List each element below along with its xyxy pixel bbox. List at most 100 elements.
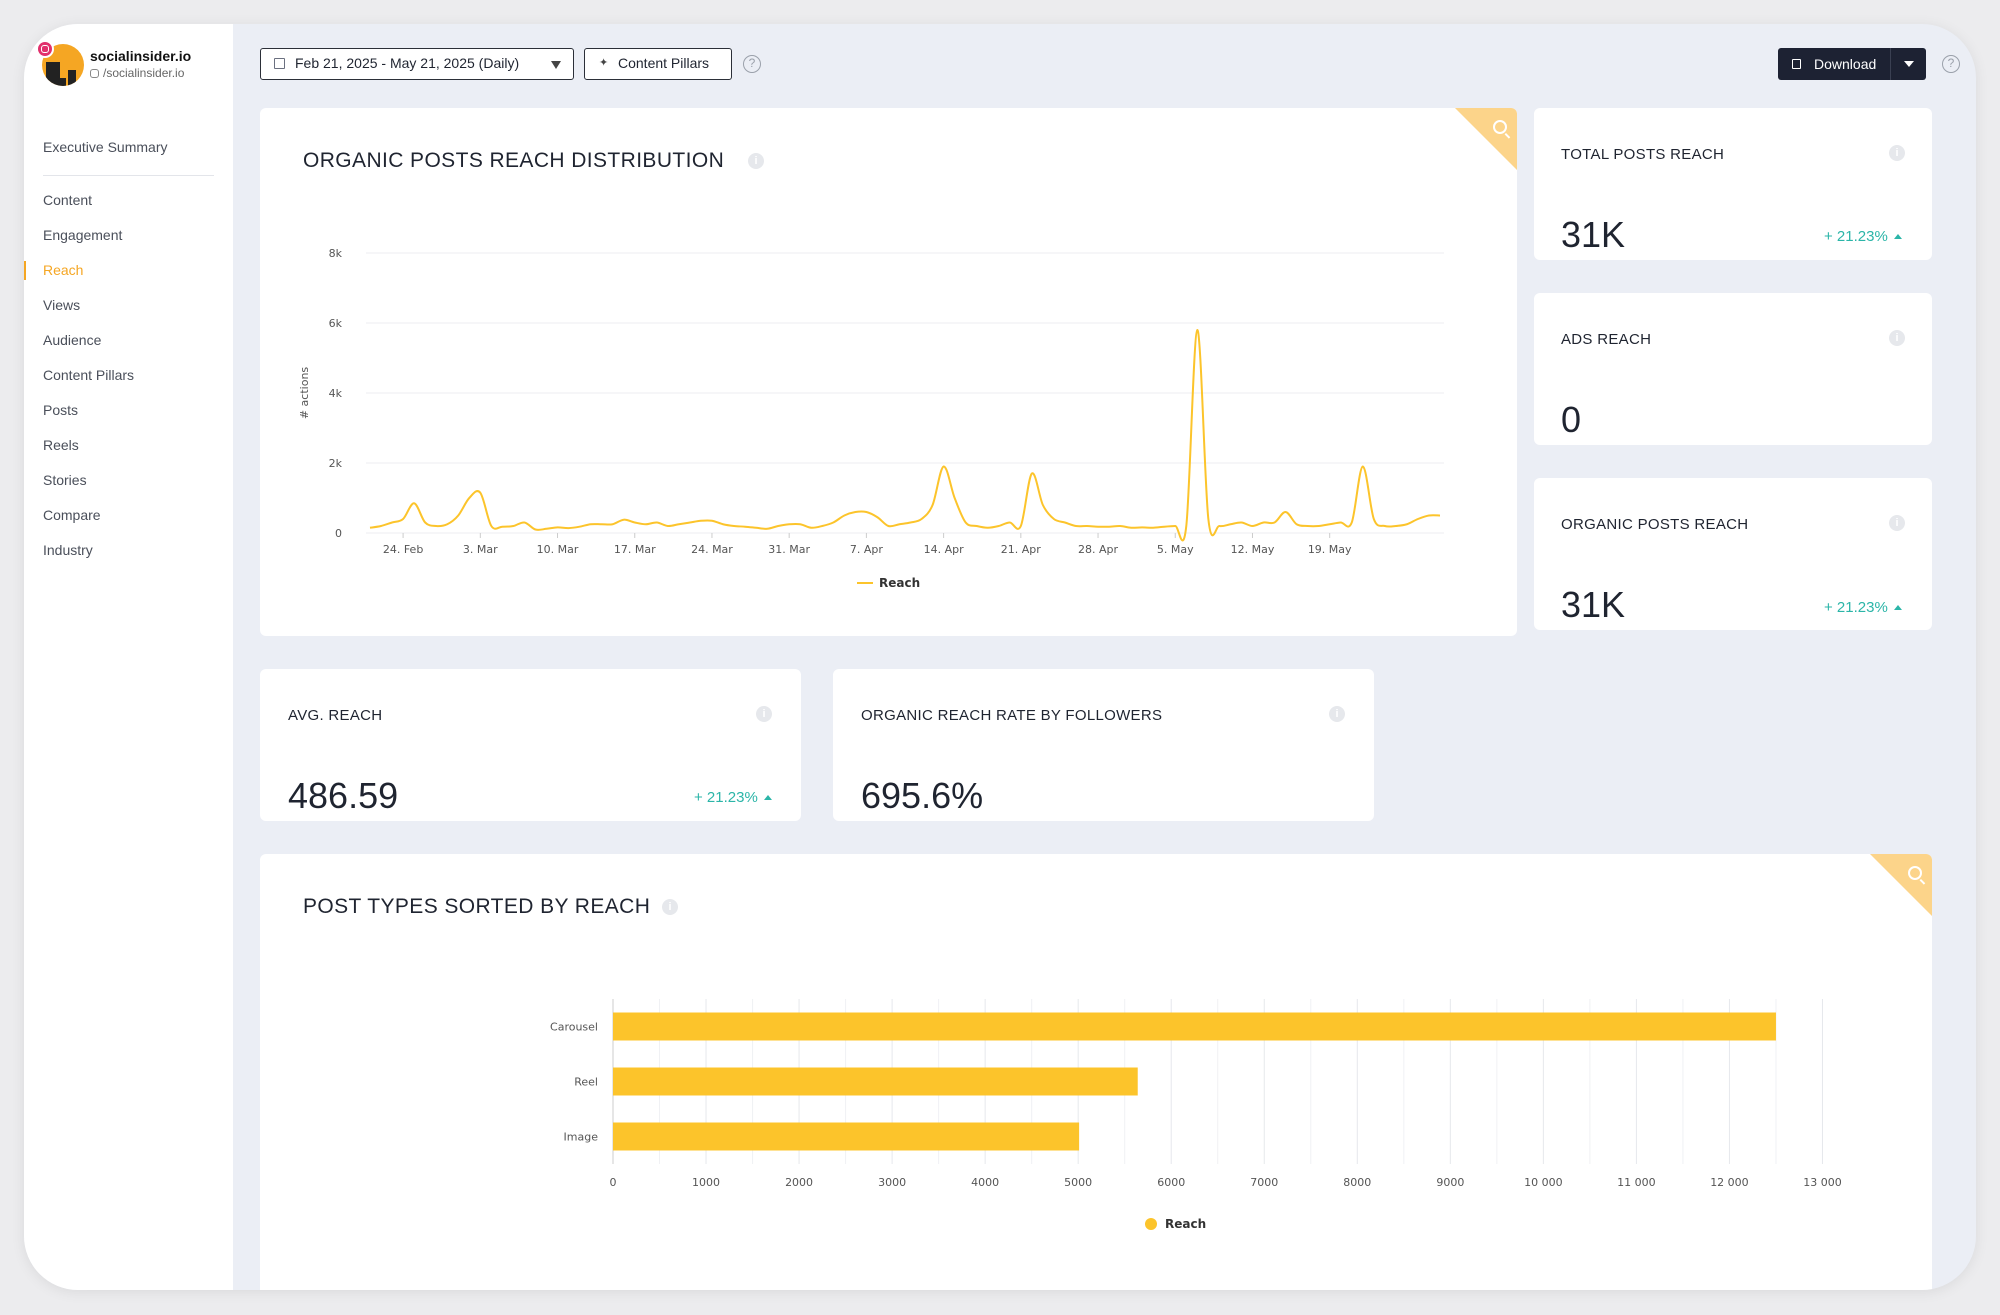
x-tick-label: 4000 bbox=[971, 1176, 999, 1189]
organic-reach-rate-card: ORGANIC REACH RATE BY FOLLOWERS i 695.6% bbox=[833, 669, 1374, 821]
sidebar-item-views[interactable]: Views bbox=[43, 297, 81, 313]
ads-reach-title: ADS REACH bbox=[1561, 331, 1652, 348]
y-tick-label: 8k bbox=[329, 247, 343, 260]
y-category-label: Image bbox=[564, 1131, 599, 1144]
sidebar-item-reach[interactable]: Reach bbox=[24, 253, 233, 288]
zoom-icon[interactable] bbox=[1455, 108, 1517, 170]
total-posts-reach-info-icon[interactable]: i bbox=[1889, 145, 1905, 161]
legend-label: Reach bbox=[879, 576, 920, 590]
download-help-icon[interactable]: ? bbox=[1942, 55, 1960, 73]
avg-reach-value: 486.59 bbox=[288, 775, 399, 816]
organic-reach-rate-info-icon[interactable]: i bbox=[1329, 706, 1345, 722]
organic-posts-reach-info-icon[interactable]: i bbox=[1889, 515, 1905, 531]
x-tick-label: 3. Mar bbox=[463, 543, 498, 556]
organic-reach-rate-value: 695.6% bbox=[861, 775, 984, 816]
legend-label: Reach bbox=[1165, 1217, 1206, 1231]
x-tick-label: 21. Apr bbox=[1001, 543, 1041, 556]
content-pillars-label: Content Pillars bbox=[618, 55, 710, 71]
reach-line-chart: 0 2k 4k 6k 8k # actions 24. Feb 3. Mar 10. Mar 17… bbox=[298, 247, 1444, 590]
sidebar-nav: Executive Summary Content Engagement Reach V… bbox=[24, 134, 233, 568]
sidebar-item-content[interactable]: Content bbox=[43, 192, 93, 208]
account-name: socialinsider.io bbox=[90, 48, 192, 64]
organic-posts-reach-title: ORGANIC POSTS REACH bbox=[1561, 516, 1749, 533]
y-category-label: Carousel bbox=[550, 1021, 598, 1034]
avg-reach-info-icon[interactable]: i bbox=[756, 706, 772, 722]
reach-distribution-card: ORGANIC POSTS REACH DISTRIBUTION i 0 2k 4k… bbox=[260, 108, 1517, 636]
x-tick-label: 0 bbox=[610, 1176, 617, 1189]
account-handle-text: /socialinsider.io bbox=[103, 66, 185, 80]
reach-series-line bbox=[369, 328, 1441, 542]
total-posts-reach-card: TOTAL POSTS REACH i 31K + 21.23% bbox=[1534, 108, 1932, 260]
account-avatar bbox=[42, 44, 84, 86]
dropdown-arrow-icon bbox=[551, 61, 561, 69]
instagram-small-icon bbox=[90, 69, 99, 78]
sidebar: socialinsider.io /socialinsider.io Execu… bbox=[24, 24, 233, 1290]
avg-reach-change: + 21.23% bbox=[694, 789, 772, 806]
download-button[interactable]: Download bbox=[1778, 48, 1926, 80]
x-tick-label: 7. Apr bbox=[850, 543, 883, 556]
y-tick-label: 4k bbox=[329, 387, 343, 400]
x-tick-label: 31. Mar bbox=[768, 543, 810, 556]
x-tick-label: 13 000 bbox=[1803, 1176, 1842, 1189]
organic-reach-rate-title: ORGANIC REACH RATE BY FOLLOWERS bbox=[861, 707, 1163, 724]
x-tick-label: 8000 bbox=[1343, 1176, 1371, 1189]
sidebar-item-industry[interactable]: Industry bbox=[43, 542, 93, 558]
x-tick-label: 6000 bbox=[1157, 1176, 1185, 1189]
reach-distribution-title: ORGANIC POSTS REACH DISTRIBUTION bbox=[303, 149, 725, 172]
main-content: Feb 21, 2025 - May 21, 2025 (Daily) ✦ Co… bbox=[233, 24, 1976, 1290]
bar-image bbox=[613, 1122, 1080, 1151]
sidebar-item-compare[interactable]: Compare bbox=[43, 507, 101, 523]
post-types-title: POST TYPES SORTED BY REACH bbox=[303, 895, 651, 918]
y-axis-label: # actions bbox=[298, 367, 311, 420]
download-label: Download bbox=[1814, 56, 1877, 72]
zoom-icon[interactable] bbox=[1870, 854, 1932, 916]
x-tick-label: 19. May bbox=[1308, 543, 1352, 556]
sidebar-item-executive-summary[interactable]: Executive Summary bbox=[43, 134, 214, 176]
account-header[interactable]: socialinsider.io /socialinsider.io bbox=[36, 40, 227, 94]
sidebar-item-stories[interactable]: Stories bbox=[43, 472, 87, 488]
x-tick-label: 9000 bbox=[1436, 1176, 1464, 1189]
x-tick-label: 7000 bbox=[1250, 1176, 1278, 1189]
date-range-picker[interactable]: Feb 21, 2025 - May 21, 2025 (Daily) bbox=[260, 48, 574, 80]
bar-carousel bbox=[613, 1012, 1776, 1041]
avg-reach-card: AVG. REACH i 486.59 + 21.23% bbox=[260, 669, 801, 821]
calendar-icon bbox=[274, 58, 285, 69]
account-handle: /socialinsider.io bbox=[90, 66, 184, 80]
post-types-info-icon[interactable]: i bbox=[662, 899, 678, 915]
x-tick-label: 24. Mar bbox=[691, 543, 733, 556]
download-icon bbox=[1792, 59, 1801, 69]
x-tick-label: 28. Apr bbox=[1078, 543, 1118, 556]
x-tick-label: 17. Mar bbox=[614, 543, 656, 556]
avg-reach-title: AVG. REACH bbox=[288, 707, 383, 724]
date-range-label: Feb 21, 2025 - May 21, 2025 (Daily) bbox=[295, 55, 520, 71]
sidebar-item-audience[interactable]: Audience bbox=[43, 332, 102, 348]
sidebar-item-content-pillars[interactable]: Content Pillars bbox=[43, 367, 135, 383]
download-options-caret[interactable] bbox=[1890, 48, 1926, 80]
x-tick-label: 10. Mar bbox=[537, 543, 579, 556]
x-tick-label: 3000 bbox=[878, 1176, 906, 1189]
sidebar-item-posts[interactable]: Posts bbox=[43, 402, 79, 418]
app-window: socialinsider.io /socialinsider.io Execu… bbox=[24, 24, 1976, 1290]
ads-reach-info-icon[interactable]: i bbox=[1889, 330, 1905, 346]
organic-posts-reach-card: ORGANIC POSTS REACH i 31K + 21.23% bbox=[1534, 478, 1932, 630]
x-tick-label: 14. Apr bbox=[924, 543, 964, 556]
post-types-card: POST TYPES SORTED BY REACH i 0 1000 2000 30… bbox=[260, 854, 1932, 1290]
x-tick-label: 1000 bbox=[692, 1176, 720, 1189]
sidebar-item-reels[interactable]: Reels bbox=[43, 437, 79, 453]
ads-reach-card: ADS REACH i 0 bbox=[1534, 293, 1932, 445]
y-tick-label: 0 bbox=[335, 527, 342, 540]
help-icon[interactable]: ? bbox=[743, 55, 761, 73]
content-pillars-button[interactable]: ✦ Content Pillars bbox=[584, 48, 732, 80]
ads-reach-value: 0 bbox=[1561, 399, 1582, 440]
post-types-bar-chart: 0 1000 2000 3000 4000 5000 6000 7000 8000 9000 10 … bbox=[550, 999, 1842, 1231]
bar-reel bbox=[613, 1067, 1138, 1096]
instagram-icon bbox=[36, 40, 54, 58]
organic-posts-reach-change: + 21.23% bbox=[1824, 599, 1902, 616]
x-tick-label: 10 000 bbox=[1524, 1176, 1563, 1189]
x-tick-label: 11 000 bbox=[1617, 1176, 1656, 1189]
legend-swatch bbox=[1145, 1218, 1157, 1230]
reach-distribution-info-icon[interactable]: i bbox=[748, 153, 764, 169]
sidebar-item-engagement[interactable]: Engagement bbox=[43, 227, 123, 243]
x-tick-label: 24. Feb bbox=[383, 543, 423, 556]
x-tick-label: 5. May bbox=[1157, 543, 1194, 556]
